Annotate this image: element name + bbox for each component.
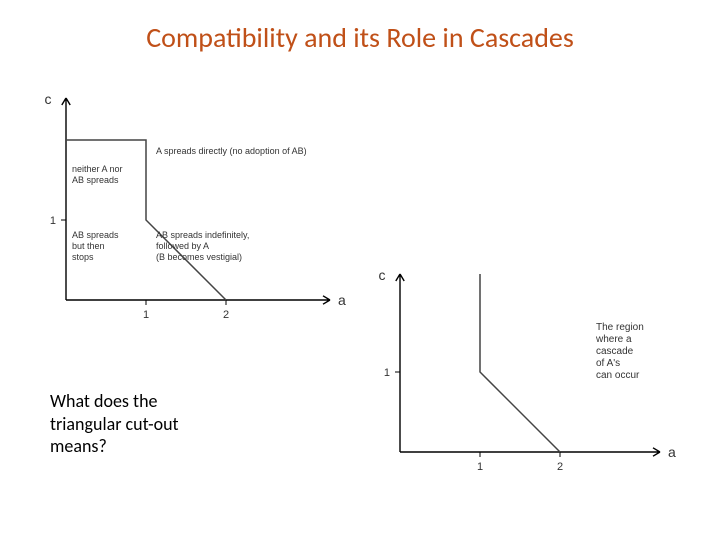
question-text: What does the triangular cut-out means? (50, 390, 179, 458)
question-line: means? (50, 435, 179, 458)
region-label: of A's (596, 358, 620, 369)
region-label: neither A nor (72, 164, 123, 174)
x-tick-label: 2 (557, 461, 563, 473)
region-boundary (480, 274, 560, 452)
region-label: followed by A (156, 241, 209, 251)
region-label: but then (72, 241, 105, 251)
x-tick-label: 1 (477, 461, 483, 473)
x-axis-label: a (668, 444, 676, 460)
x-axis-label: a (338, 292, 346, 308)
region-label: AB spreads (72, 230, 119, 240)
region-label: AB spreads (72, 175, 119, 185)
region-label: cascade (596, 346, 634, 357)
slide-title: Compatibility and its Role in Cascades (0, 20, 720, 55)
region-label: A spreads directly (no adoption of AB) (156, 146, 307, 156)
axis (396, 274, 660, 456)
region-label: (B becomes vestigial) (156, 252, 242, 262)
right-phase-diagram: a c 1 2 1 The regionwhere acascadeof A'scan o… (360, 260, 700, 490)
left-phase-diagram: ac121neither A norAB spreadsA spreads di… (20, 80, 360, 340)
region-label: The region (596, 322, 644, 333)
y-axis-label: c (45, 91, 52, 107)
x-tick-label: 1 (143, 309, 149, 321)
region-label: can occur (596, 370, 640, 381)
region-label: where a (595, 334, 632, 345)
region-label: stops (72, 252, 94, 262)
axis (62, 98, 330, 304)
y-axis-label: c (379, 267, 386, 283)
region-label: AB spreads indefinitely, (156, 230, 249, 240)
question-line: triangular cut-out (50, 413, 179, 436)
y-tick-label: 1 (50, 215, 56, 227)
y-tick-label: 1 (384, 367, 390, 379)
x-tick-label: 2 (223, 309, 229, 321)
question-line: What does the (50, 390, 179, 413)
